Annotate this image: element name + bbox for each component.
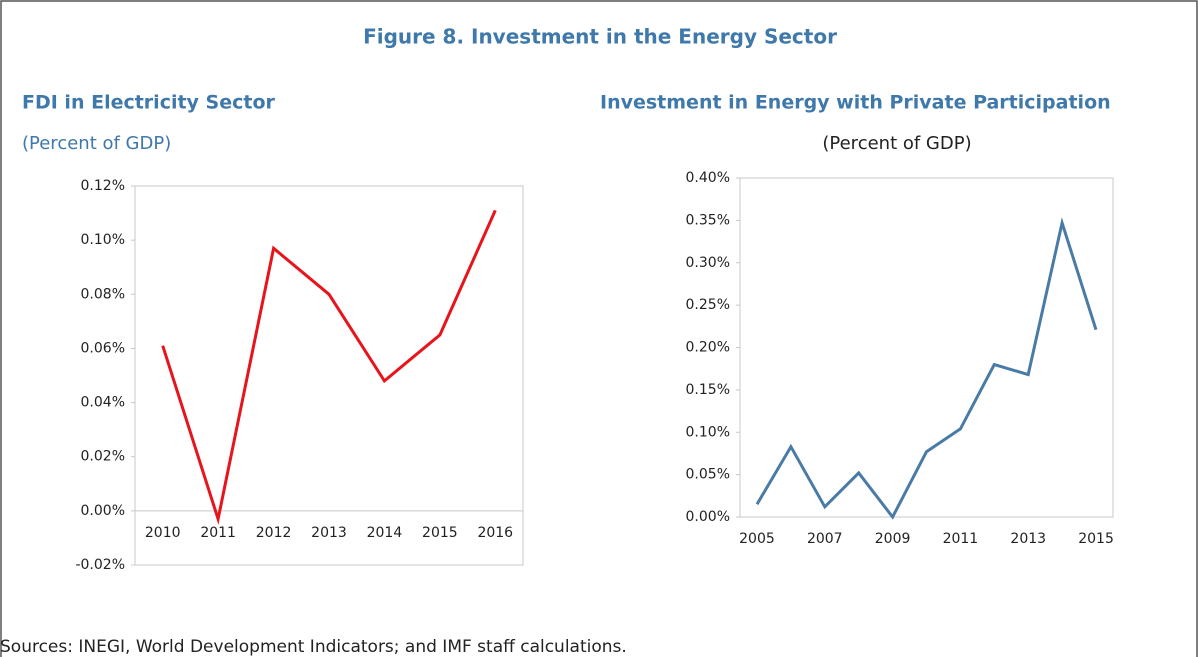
x-tick-label: 2012 bbox=[256, 525, 292, 541]
x-tick-label: 2005 bbox=[739, 531, 775, 547]
chart-subtitle: (Percent of GDP) bbox=[822, 133, 971, 154]
y-tick-label: 0.35% bbox=[686, 212, 730, 228]
chart-title: FDI in Electricity Sector bbox=[22, 92, 276, 114]
y-tick-label: 0.30% bbox=[686, 255, 730, 271]
x-tick-label: 2009 bbox=[875, 531, 911, 547]
y-tick-label: 0.10% bbox=[686, 424, 730, 440]
x-tick-label: 2013 bbox=[1010, 531, 1046, 547]
y-tick-label: 0.05% bbox=[686, 467, 730, 483]
data-line bbox=[755, 217, 1098, 520]
y-tick-label: 0.40% bbox=[686, 170, 730, 186]
y-tick-label: 0.00% bbox=[81, 503, 125, 519]
x-tick-label: 2011 bbox=[943, 531, 979, 547]
x-tick-label: 2011 bbox=[200, 525, 236, 541]
y-tick-label: 0.02% bbox=[81, 449, 125, 465]
x-tick-label: 2010 bbox=[145, 525, 181, 541]
x-tick-label: 2013 bbox=[311, 525, 347, 541]
y-tick-label: 0.06% bbox=[81, 340, 125, 356]
plot-frame bbox=[134, 185, 524, 566]
plot-frame bbox=[739, 177, 1114, 518]
y-tick-label: 0.00% bbox=[686, 509, 730, 525]
chart-title: Investment in Energy with Private Partic… bbox=[600, 92, 1111, 114]
y-tick-label: 0.20% bbox=[686, 340, 730, 356]
y-tick-label: -0.02% bbox=[75, 557, 125, 573]
x-tick-label: 2015 bbox=[1078, 531, 1114, 547]
y-tick-label: 0.15% bbox=[686, 382, 730, 398]
y-tick-label: 0.04% bbox=[81, 395, 125, 411]
y-tick-label: 0.12% bbox=[81, 178, 125, 194]
data-line bbox=[161, 209, 497, 525]
y-tick-label: 0.08% bbox=[81, 286, 125, 302]
chart-subtitle: (Percent of GDP) bbox=[22, 133, 171, 154]
figure-title: Figure 8. Investment in the Energy Secto… bbox=[363, 25, 837, 49]
y-tick-label: 0.25% bbox=[686, 297, 730, 313]
x-tick-label: 2015 bbox=[422, 525, 458, 541]
x-tick-label: 2014 bbox=[367, 525, 403, 541]
y-tick-label: 0.10% bbox=[81, 232, 125, 248]
source-note: Sources: INEGI, World Development Indica… bbox=[0, 637, 627, 657]
x-tick-label: 2007 bbox=[807, 531, 843, 547]
x-tick-label: 2016 bbox=[477, 525, 513, 541]
